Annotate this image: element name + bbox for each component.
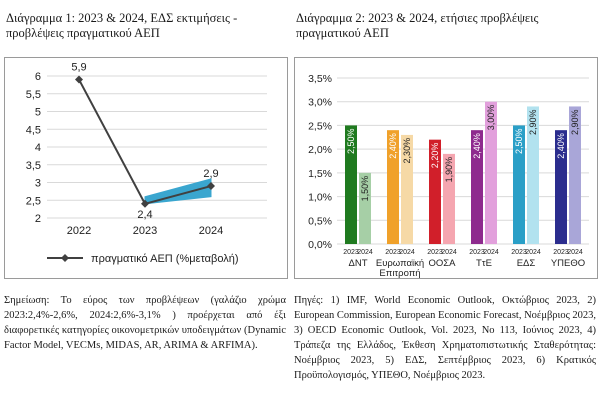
category-label: ΤτΕ bbox=[476, 258, 492, 269]
bar-value-label: 2,40% bbox=[556, 133, 566, 159]
right-chart-title: Διάγραμμα 2: 2023 & 2024, ετήσιες προβλέ… bbox=[296, 11, 539, 40]
bar-2024 bbox=[485, 101, 497, 244]
legend-label: πραγματικό ΑΕΠ (%μεταβολή) bbox=[91, 253, 239, 265]
y-tick-label: 2,0% bbox=[308, 144, 332, 156]
category-label: Ευρωπαϊκή bbox=[376, 258, 424, 269]
x-tick-label: 2022 bbox=[67, 225, 91, 237]
right-chart-panel: 0,0% 0,5% 1,0% 1,5% 2,0% 2,5% 3,0% 3,5% 2,50% 1,5… bbox=[294, 57, 598, 279]
left-chart-panel: 2 2,5 3 3,5 4 4,5 5 5,5 6 2022 2023 2024 5,9 2,4 2,9 πρ… bbox=[4, 57, 288, 279]
data-point-marker bbox=[75, 75, 83, 84]
right-chart-note: Πηγές: 1) IMF, World Economic Outlook, Ο… bbox=[294, 295, 597, 381]
y-tick-label: 0,0% bbox=[308, 239, 332, 251]
category-label: Επιτροπή bbox=[379, 268, 420, 278]
year-sub-label: 2024 bbox=[525, 249, 541, 256]
bar-2024 bbox=[443, 153, 455, 244]
bar-value-label: 3,00% bbox=[486, 105, 496, 131]
bar-chart: 0,0% 0,5% 1,0% 1,5% 2,0% 2,5% 3,0% 3,5% 2,50% 1,5… bbox=[308, 73, 589, 279]
bar-2023 bbox=[387, 130, 399, 244]
year-sub-label: 2023 bbox=[343, 249, 359, 256]
bar-value-label: 2,90% bbox=[528, 109, 538, 135]
y-tick-label: 5,5 bbox=[26, 89, 41, 101]
y-tick-label: 6 bbox=[35, 71, 41, 83]
year-sub-label: 2023 bbox=[553, 249, 569, 256]
category-label: ΟΟΣΑ bbox=[429, 258, 457, 269]
bar-2024 bbox=[401, 134, 413, 244]
year-sub-label: 2024 bbox=[441, 249, 457, 256]
bar-2024 bbox=[359, 172, 371, 244]
year-sub-label: 2024 bbox=[567, 249, 583, 256]
year-sub-label: 2023 bbox=[469, 249, 485, 256]
y-tick-label: 1,0% bbox=[308, 192, 332, 204]
bar-2024 bbox=[569, 106, 581, 244]
y-tick-label: 4,5 bbox=[26, 124, 41, 136]
category-label: ΕΔΣ bbox=[517, 258, 536, 269]
left-chart-note: Σημείωση: Το εύρος των προβλέψεων (γαλάζ… bbox=[4, 295, 286, 351]
data-label: 2,4 bbox=[137, 209, 152, 221]
year-sub-label: 2023 bbox=[427, 249, 443, 256]
year-sub-label: 2024 bbox=[483, 249, 499, 256]
data-label: 5,9 bbox=[71, 62, 86, 74]
left-chart-title: Διάγραμμα 1: 2023 & 2024, ΕΔΣ εκτιμήσεις… bbox=[6, 11, 238, 40]
y-tick-label: 1,5% bbox=[308, 168, 332, 180]
year-sub-label: 2023 bbox=[385, 249, 401, 256]
bar-2023 bbox=[555, 130, 567, 244]
line-chart: 2 2,5 3 3,5 4 4,5 5 5,5 6 2022 2023 2024 5,9 2,4 2,9 πρ… bbox=[26, 62, 267, 265]
category-label: ΥΠΕΘΟ bbox=[551, 258, 585, 269]
bar-2023 bbox=[345, 125, 357, 244]
bar-value-label: 2,40% bbox=[388, 133, 398, 159]
y-tick-label: 2,5% bbox=[308, 120, 332, 132]
bar-value-label: 2,30% bbox=[402, 138, 412, 164]
y-tick-label: 4 bbox=[35, 142, 41, 154]
bar-2023 bbox=[513, 125, 525, 244]
data-point-marker bbox=[141, 199, 149, 208]
y-tick-label: 3,5% bbox=[308, 73, 332, 85]
y-tick-label: 0,5% bbox=[308, 215, 332, 227]
y-tick-label: 2 bbox=[35, 213, 41, 225]
y-tick-label: 3,0% bbox=[308, 97, 332, 109]
y-tick-label: 3,5 bbox=[26, 160, 41, 172]
x-tick-label: 2023 bbox=[133, 225, 157, 237]
y-tick-label: 5 bbox=[35, 107, 41, 119]
bar-value-label: 1,90% bbox=[444, 157, 454, 183]
category-label: ΔΝΤ bbox=[348, 258, 367, 269]
y-tick-label: 3 bbox=[35, 178, 41, 190]
bar-value-label: 2,40% bbox=[472, 133, 482, 159]
bar-2023 bbox=[429, 139, 441, 244]
bar-value-label: 2,20% bbox=[430, 143, 440, 169]
y-tick-label: 2,5 bbox=[26, 195, 41, 207]
bar-2024 bbox=[527, 106, 539, 244]
bar-value-label: 2,50% bbox=[514, 128, 524, 154]
year-sub-label: 2023 bbox=[511, 249, 527, 256]
legend-marker bbox=[61, 254, 69, 262]
x-tick-label: 2024 bbox=[199, 225, 223, 237]
year-sub-label: 2024 bbox=[357, 249, 373, 256]
bar-value-label: 2,90% bbox=[570, 109, 580, 135]
data-label: 2,9 bbox=[203, 168, 218, 180]
data-point-marker bbox=[207, 182, 215, 191]
bar-2023 bbox=[471, 130, 483, 244]
bar-value-label: 1,50% bbox=[360, 176, 370, 202]
year-sub-label: 2024 bbox=[399, 249, 415, 256]
bar-value-label: 2,50% bbox=[346, 128, 356, 154]
